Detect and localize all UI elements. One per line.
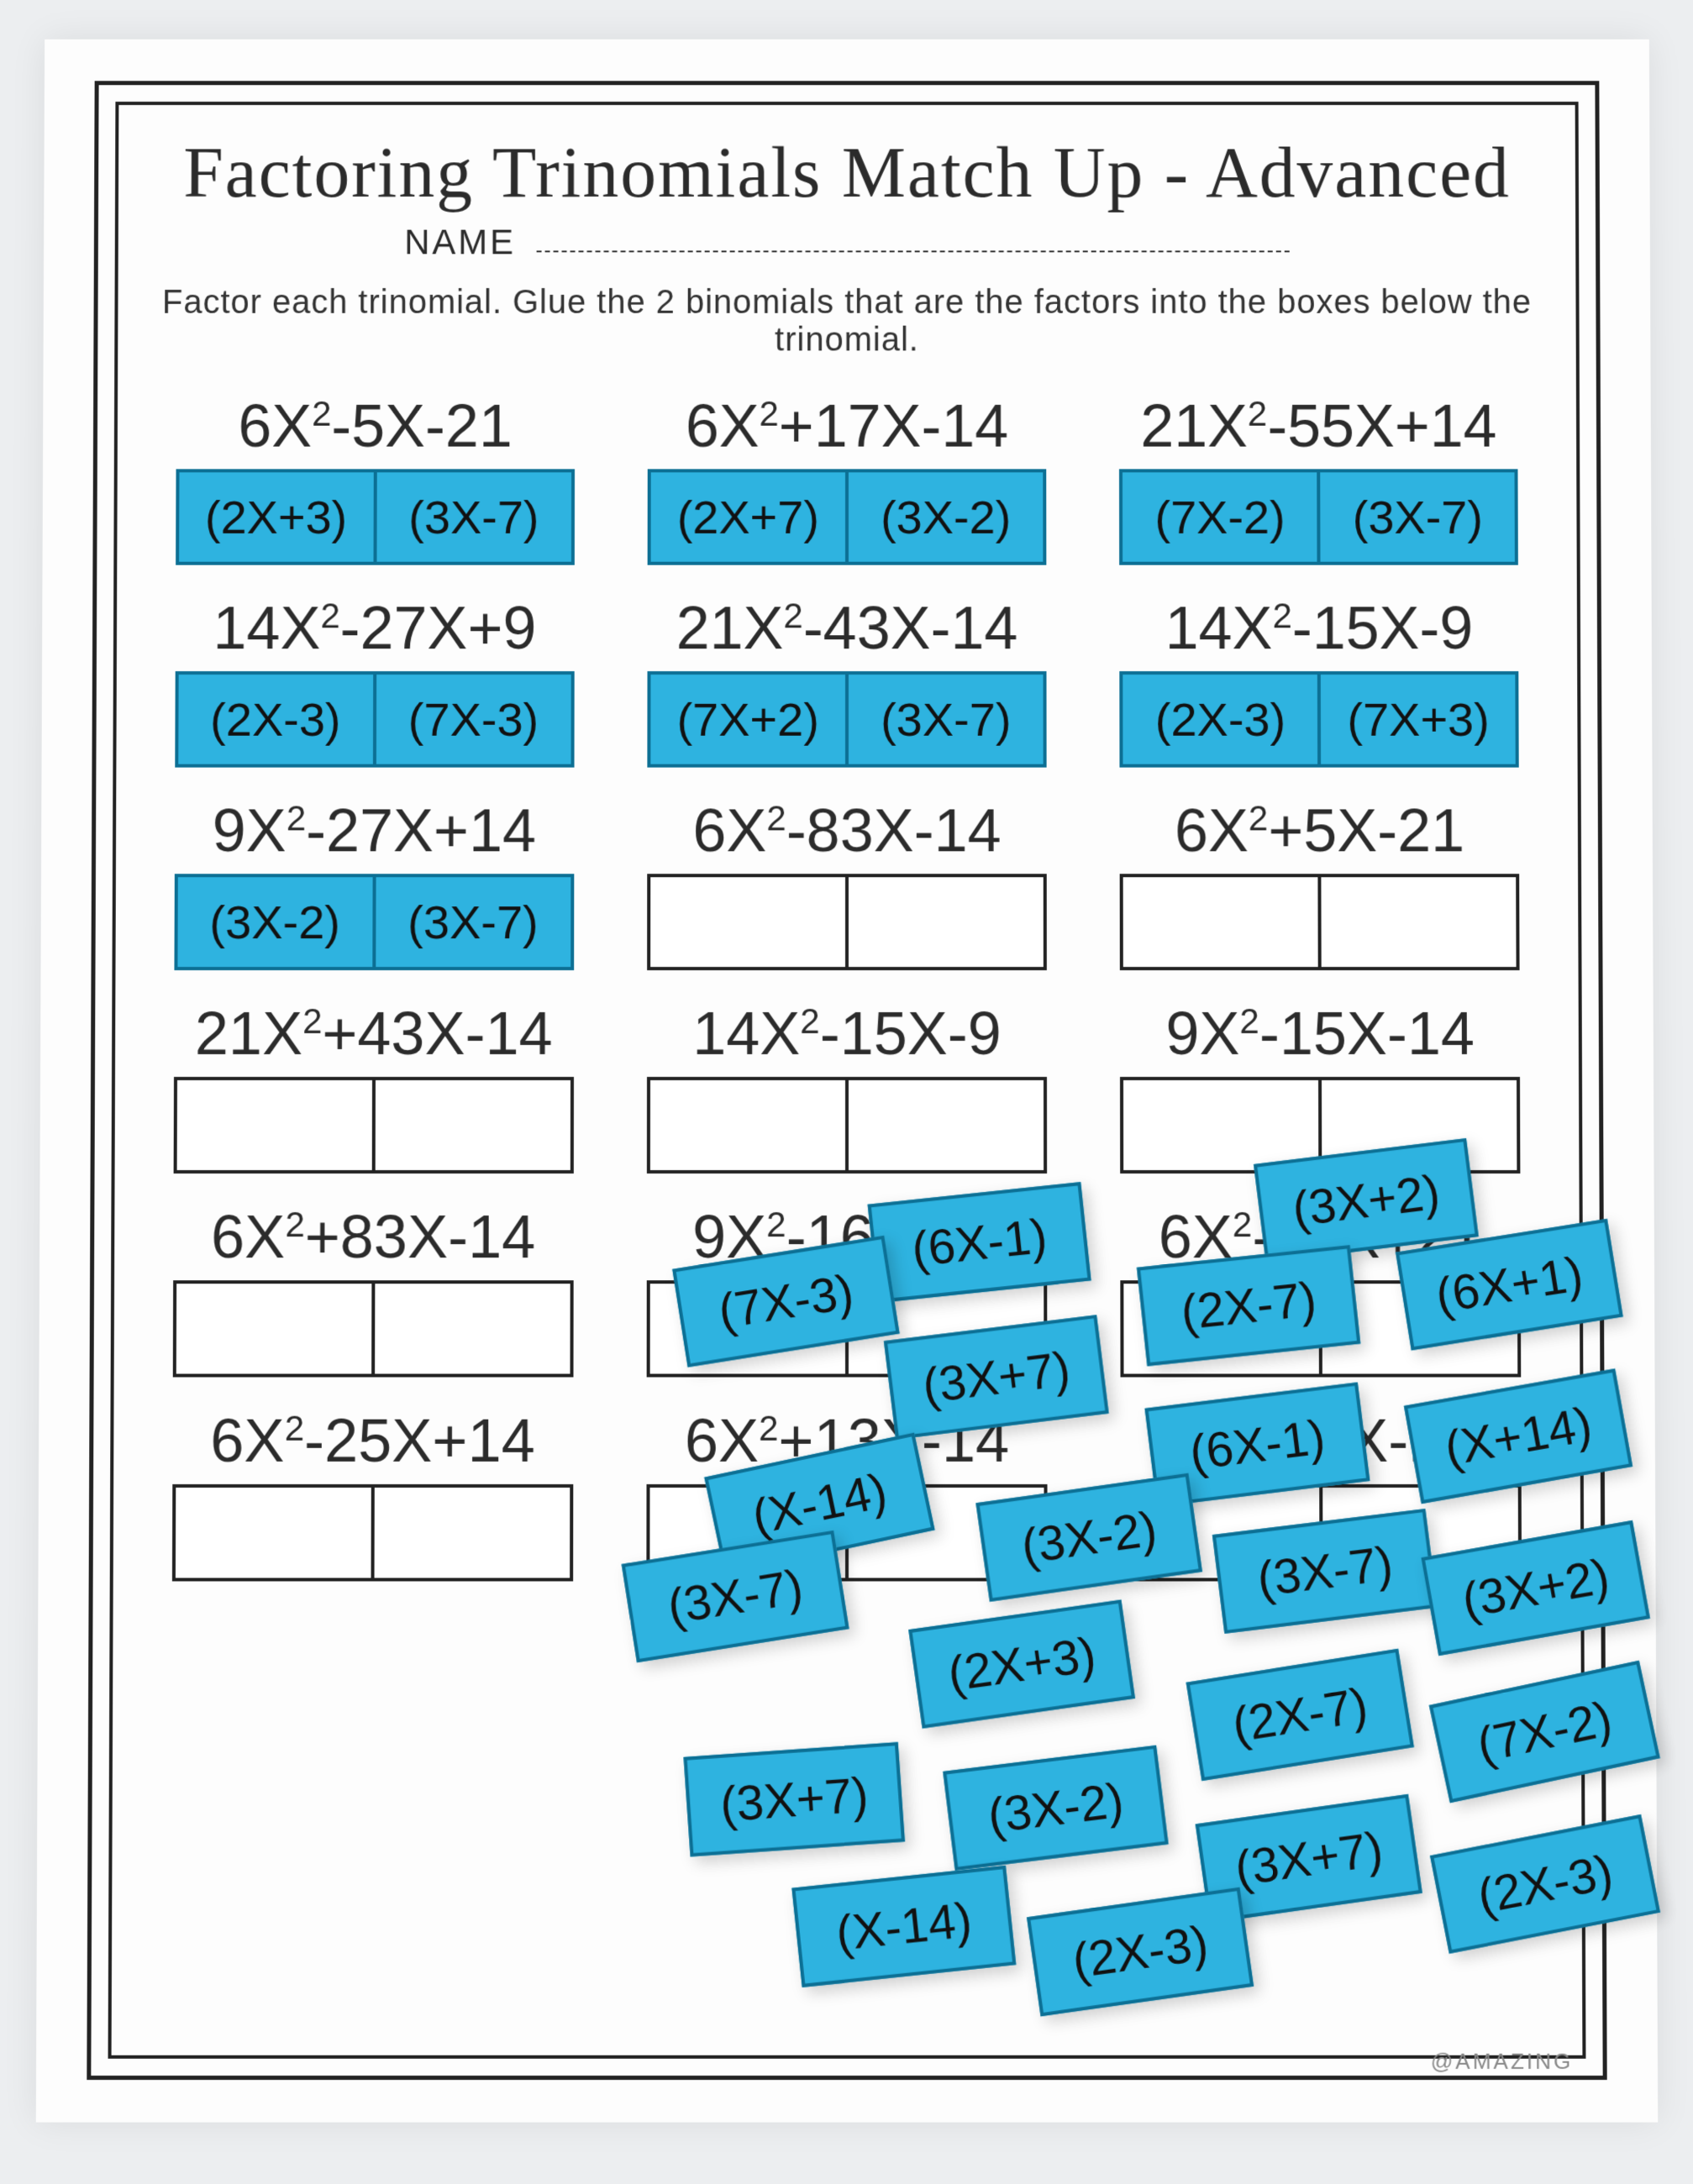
trinomial-expression: 21X2-55X+14 <box>1099 392 1538 460</box>
problem-11: 14X2-15X-9 <box>627 1000 1067 1173</box>
trinomial-expression: 6X2+5X-21 <box>1100 797 1539 866</box>
factor-slot-empty[interactable] <box>646 1077 848 1173</box>
problem-5: 21X2-43X-14 (7X+2)(3X-7) <box>627 595 1065 768</box>
trinomial-expression: 21X2+43X-14 <box>154 1000 593 1068</box>
factor-boxes: (7X+2)(3X-7) <box>627 671 1065 768</box>
factor-slot-empty[interactable] <box>172 1280 375 1377</box>
problem-4: 14X2-27X+9 (2X-3)(7X-3) <box>155 595 594 768</box>
trinomial-expression: 6X2+83X-14 <box>153 1203 593 1272</box>
trinomial-expression: 14X2-27X+9 <box>155 595 593 664</box>
factor-card-placed[interactable]: (3X-7) <box>373 469 575 564</box>
problem-3: 21X2-55X+14 (7X-2)(3X-7) <box>1099 392 1538 565</box>
page-title: Factoring Trinomials Match Up - Advanced <box>144 131 1548 214</box>
factor-card-placed[interactable]: (7X+3) <box>1317 671 1519 768</box>
factor-slot-empty[interactable] <box>171 1484 374 1582</box>
factor-boxes <box>152 1280 592 1377</box>
trinomial-expression: 21X2-43X-14 <box>627 595 1065 664</box>
problem-6: 14X2-15X-9 (2X-3)(7X+3) <box>1099 595 1538 768</box>
factor-card-placed[interactable]: (2X-3) <box>174 671 376 768</box>
factor-card-placed[interactable]: (3X-2) <box>844 469 1045 564</box>
factor-boxes: (2X+7)(3X-2) <box>628 469 1066 564</box>
factor-slot-empty[interactable] <box>1119 874 1321 970</box>
factor-slot-empty[interactable] <box>1317 874 1519 970</box>
factor-boxes <box>1100 874 1539 970</box>
problem-1: 6X2-5X-21 (2X+3)(3X-7) <box>155 392 594 565</box>
name-field-row: NAME <box>144 223 1549 263</box>
factor-card-placed[interactable]: (3X-7) <box>371 874 573 970</box>
factor-slot-empty[interactable] <box>371 1484 573 1582</box>
problem-8: 6X2-83X-14 <box>627 797 1066 971</box>
worksheet-page: Factoring Trinomials Match Up - Advanced… <box>35 39 1657 2123</box>
factor-slot-empty[interactable] <box>844 874 1046 970</box>
factor-boxes <box>153 1077 593 1173</box>
factor-boxes <box>627 874 1066 970</box>
problem-9: 6X2+5X-21 <box>1100 797 1539 971</box>
footer-credit: @AMAZING <box>1430 2049 1573 2075</box>
factor-slot-empty[interactable] <box>371 1077 573 1173</box>
trinomial-expression: 6X2+17X-14 <box>628 392 1066 460</box>
problem-13: 6X2+83X-14 <box>152 1203 592 1377</box>
factor-boxes: (7X-2)(3X-7) <box>1099 469 1538 564</box>
name-label: NAME <box>404 223 516 262</box>
factor-card-placed[interactable]: (7X-3) <box>372 671 574 768</box>
problem-10: 21X2+43X-14 <box>153 1000 593 1173</box>
factor-card-placed[interactable]: (3X-2) <box>174 874 376 970</box>
factor-boxes: (2X+3)(3X-7) <box>155 469 594 564</box>
trinomial-expression: 6X2-5X-21 <box>155 392 594 460</box>
factor-boxes: (2X-3)(7X-3) <box>155 671 594 768</box>
factor-slot-empty[interactable] <box>371 1280 573 1377</box>
factor-card-placed[interactable]: (3X-7) <box>844 671 1046 768</box>
trinomial-expression: 9X2-27X+14 <box>154 797 593 866</box>
trinomial-expression: 14X2-15X-9 <box>627 1000 1066 1068</box>
instructions: Factor each trinomial. Glue the 2 binomi… <box>144 284 1550 359</box>
trinomial-expression: 9X2-15X-14 <box>1100 1000 1539 1068</box>
factor-slot-empty[interactable] <box>844 1077 1046 1173</box>
problem-2: 6X2+17X-14 (2X+7)(3X-2) <box>628 392 1066 565</box>
factor-boxes: (2X-3)(7X+3) <box>1100 671 1539 768</box>
trinomial-expression: 6X2-25X+14 <box>152 1407 593 1476</box>
factor-card-placed[interactable]: (7X-2) <box>1119 469 1321 564</box>
problem-16: 6X2-25X+14 <box>151 1407 592 1582</box>
factor-boxes <box>151 1484 592 1582</box>
problem-7: 9X2-27X+14 (3X-2)(3X-7) <box>154 797 593 971</box>
factor-card-placed[interactable]: (2X+3) <box>175 469 376 564</box>
factor-card-placed[interactable]: (3X-7) <box>1317 469 1518 564</box>
factor-card-placed[interactable]: (7X+2) <box>647 671 849 768</box>
problem-12: 9X2-15X-14 <box>1100 1000 1540 1173</box>
trinomial-expression: 6X2-83X-14 <box>627 797 1066 866</box>
factor-boxes <box>627 1077 1067 1173</box>
factor-card-placed[interactable]: (2X-3) <box>1119 671 1321 768</box>
trinomial-expression: 14X2-15X-9 <box>1099 595 1538 664</box>
name-blank-line[interactable] <box>536 237 1289 253</box>
factor-slot-empty[interactable] <box>647 874 849 970</box>
factor-slot-empty[interactable] <box>173 1077 375 1173</box>
factor-card-placed[interactable]: (2X+7) <box>647 469 848 564</box>
loose-factor-card[interactable]: (3X+7) <box>683 1742 905 1857</box>
factor-boxes: (3X-2)(3X-7) <box>154 874 593 970</box>
